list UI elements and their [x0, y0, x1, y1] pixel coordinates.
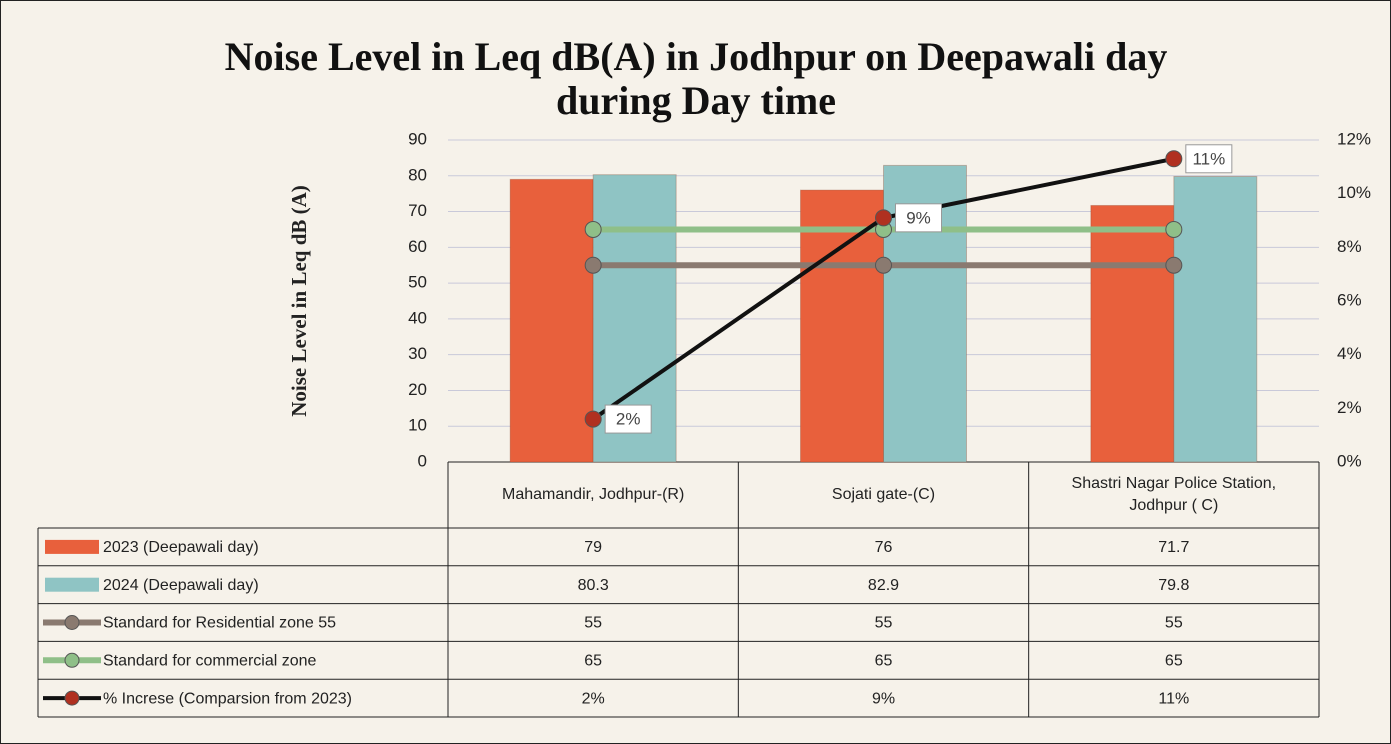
data-label: 2% — [616, 410, 641, 429]
y2-tick-label: 6% — [1337, 290, 1362, 309]
y-tick-label: 60 — [408, 237, 427, 256]
table-value: 80.3 — [578, 577, 609, 594]
legend-key — [45, 540, 99, 554]
line-marker — [1166, 221, 1182, 237]
legend-key — [65, 691, 79, 705]
y-tick-label: 40 — [408, 308, 427, 327]
legend-label: Standard for Residential zone 55 — [103, 615, 336, 632]
y2-tick-label: 0% — [1337, 451, 1362, 470]
table-value: 76 — [875, 539, 893, 556]
bar — [1174, 176, 1257, 462]
y-tick-label: 10 — [408, 416, 427, 435]
y-tick-label: 90 — [408, 129, 427, 148]
legend-label: Standard for commercial zone — [103, 653, 317, 670]
y-tick-label: 20 — [408, 380, 427, 399]
y-axis-label: Noise Level in Leq dB (A) — [287, 185, 311, 417]
y2-tick-label: 4% — [1337, 344, 1362, 363]
legend-key — [65, 616, 79, 630]
data-label: 9% — [906, 208, 931, 227]
legend-label: % Increse (Comparsion from 2023) — [103, 690, 352, 707]
line-marker — [585, 411, 601, 427]
table-value: 2% — [582, 690, 605, 707]
line-marker — [585, 257, 601, 273]
bar — [1091, 205, 1174, 462]
data-label: 11% — [1192, 149, 1225, 168]
table-value: 71.7 — [1158, 539, 1189, 556]
y2-tick-label: 12% — [1337, 129, 1371, 148]
line-marker — [876, 210, 892, 226]
y-tick-label: 70 — [408, 201, 427, 220]
table-value: 55 — [875, 615, 893, 632]
y2-tick-label: 2% — [1337, 398, 1362, 417]
table-value: 65 — [875, 653, 893, 670]
y-tick-label: 50 — [408, 273, 427, 292]
category-label: Sojati gate-(C) — [738, 462, 1028, 528]
table-value: 55 — [584, 615, 602, 632]
y2-tick-label: 8% — [1337, 237, 1362, 256]
table-value: 79 — [584, 539, 602, 556]
table-value: 9% — [872, 690, 895, 707]
legend-label: 2023 (Deepawali day) — [103, 539, 259, 556]
table-value: 65 — [584, 653, 602, 670]
line-marker — [1166, 151, 1182, 167]
table-value: 65 — [1165, 653, 1183, 670]
legend-label: 2024 (Deepawali day) — [103, 577, 259, 594]
chart-title: Noise Level in Leq dB(A) in Jodhpur on D… — [181, 35, 1211, 123]
category-label: Mahamandir, Jodhpur-(R) — [448, 462, 738, 528]
table-value: 82.9 — [868, 577, 899, 594]
table-value: 79.8 — [1158, 577, 1189, 594]
line-marker — [585, 221, 601, 237]
chart-page: Noise Level in Leq dB (A) 0 10 20 30 40 50 60 7… — [0, 0, 1391, 744]
y-tick-label: 30 — [408, 344, 427, 363]
table-value: 11% — [1158, 690, 1189, 707]
category-label: Shastri Nagar Police Station, Jodhpur ( … — [1029, 462, 1319, 528]
y-tick-label: 80 — [408, 165, 427, 184]
legend-key — [45, 578, 99, 592]
bar — [510, 179, 593, 462]
table-value: 55 — [1165, 615, 1183, 632]
line-marker — [876, 257, 892, 273]
line-marker — [1166, 257, 1182, 273]
y2-tick-label: 10% — [1337, 183, 1371, 202]
legend-key — [65, 653, 79, 667]
y-tick-label: 0 — [418, 451, 427, 470]
